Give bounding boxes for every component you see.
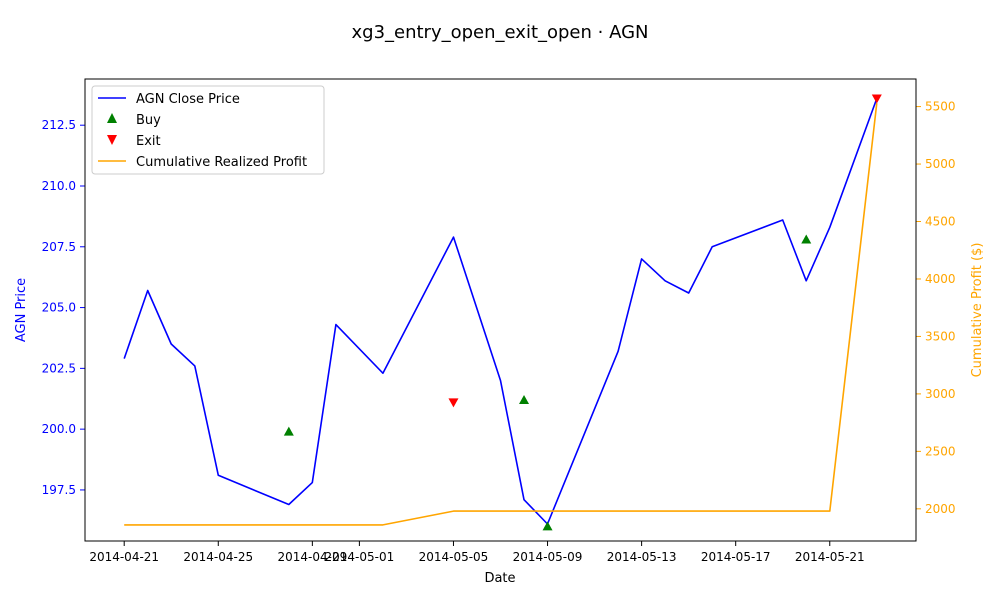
buy-marker — [519, 394, 530, 404]
x-tick-label: 2014-04-29 — [277, 550, 347, 564]
left-y-axis-label: AGN Price — [14, 278, 29, 342]
right-y-axis-label: Cumulative Profit ($) — [970, 243, 985, 378]
legend: AGN Close Price Buy Exit Cumulative Real… — [91, 85, 325, 175]
chart-title: xg3_entry_open_exit_open · AGN — [351, 22, 648, 43]
plot-frame — [84, 78, 917, 542]
profit-line — [124, 103, 878, 526]
left-y-axis: 197.5 200.0 202.5 205.0 207.5 210.0 212.5 — [42, 118, 85, 497]
x-tick-label: 2014-05-09 — [513, 550, 583, 564]
right-y-tick-label: 4500 — [925, 215, 956, 229]
legend-buy-label: Buy — [136, 113, 161, 128]
exit-marker — [871, 94, 882, 104]
exit-marker — [448, 398, 459, 408]
right-y-tick-label: 5500 — [925, 100, 956, 114]
right-y-axis: 2000 2500 3000 3500 4000 4500 5000 5500 — [916, 100, 956, 516]
x-tick-label: 2014-05-17 — [701, 550, 771, 564]
legend-exit-label: Exit — [136, 134, 161, 149]
x-tick-label: 2014-04-25 — [183, 550, 253, 564]
left-y-tick-label: 202.5 — [42, 361, 76, 375]
legend-exit-swatch — [107, 135, 117, 145]
left-y-tick-label: 205.0 — [42, 301, 76, 315]
left-y-tick-label: 200.0 — [42, 422, 76, 436]
buy-marker — [283, 426, 294, 436]
right-y-tick-label: 4000 — [925, 272, 956, 286]
x-axis: 2014-04-21 2014-04-25 2014-04-292014-05-01… — [89, 541, 865, 564]
legend-price-label: AGN Close Price — [136, 92, 240, 107]
right-y-tick-label: 3000 — [925, 387, 956, 401]
legend-box — [91, 85, 325, 175]
x-tick-label: 2014-05-13 — [607, 550, 677, 564]
x-axis-label: Date — [484, 571, 515, 586]
legend-profit-label: Cumulative Realized Profit — [136, 155, 307, 170]
legend-buy-swatch — [107, 113, 117, 123]
right-y-tick-label: 2500 — [925, 444, 956, 458]
buy-marker — [801, 234, 812, 244]
x-tick-label: 2014-05-21 — [795, 550, 865, 564]
x-tick-label: 2014-05-01 — [325, 550, 395, 564]
left-y-tick-label: 210.0 — [42, 179, 76, 193]
x-tick-label: 2014-04-21 — [89, 550, 159, 564]
x-tick-label: 2014-05-05 — [419, 550, 489, 564]
left-y-tick-label: 212.5 — [42, 118, 76, 132]
plot-content — [123, 94, 882, 531]
left-y-tick-label: 197.5 — [42, 483, 76, 497]
buy-marker — [542, 521, 553, 531]
right-y-tick-label: 2000 — [925, 502, 956, 516]
price-line — [123, 98, 878, 525]
right-y-tick-label: 3500 — [925, 329, 956, 343]
left-y-tick-label: 207.5 — [42, 240, 76, 254]
right-y-tick-label: 5000 — [925, 157, 956, 171]
